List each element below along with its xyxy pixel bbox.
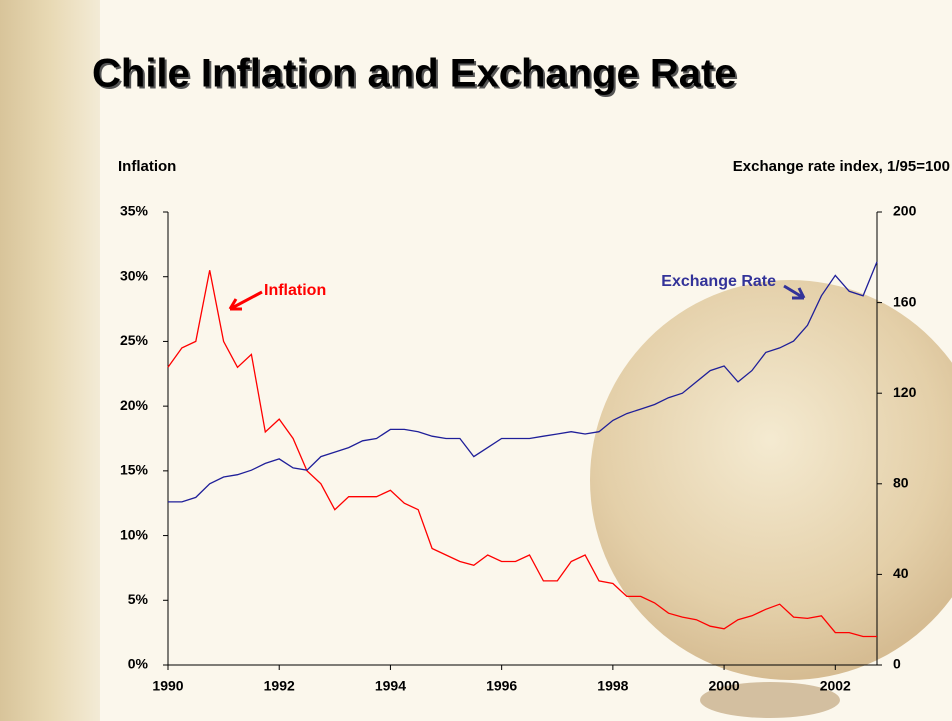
chart-title: Chile Inflation and Exchange Rate	[92, 52, 737, 96]
x-tick-label: 1998	[597, 678, 628, 694]
x-tick-label: 1990	[152, 678, 183, 694]
title-shadow: Chile Inflation and Exchange Rate	[94, 54, 739, 98]
y2-tick-label: 80	[893, 475, 909, 491]
series-line	[168, 261, 878, 503]
y2-tick-label: 40	[893, 565, 909, 581]
y-tick-label: 20%	[120, 397, 149, 413]
y-tick-label: 10%	[120, 526, 149, 542]
y2-tick-label: 160	[893, 293, 917, 309]
x-tick-label: 1994	[375, 678, 406, 694]
x-tick-label: 1992	[264, 678, 295, 694]
y2-tick-label: 120	[893, 384, 917, 400]
y-tick-label: 15%	[120, 462, 149, 478]
x-tick-label: 1996	[486, 678, 517, 694]
y-tick-label: 5%	[128, 591, 149, 607]
inflation-annotation: Inflation	[264, 282, 326, 299]
y-tick-label: 35%	[120, 203, 149, 219]
y2-tick-label: 0	[893, 656, 901, 672]
exchange-annotation: Exchange Rate	[661, 273, 776, 290]
series-line	[167, 270, 877, 638]
y-tick-label: 0%	[128, 656, 149, 672]
inflation-arrow	[228, 290, 263, 311]
y-tick-label: 30%	[120, 267, 149, 283]
side-strip	[0, 0, 100, 721]
y2-axis-label: Exchange rate index, 1/95=100	[733, 158, 950, 175]
globe-decoration	[590, 280, 952, 680]
exchange-arrow	[783, 284, 806, 300]
y2-tick-label: 200	[893, 203, 917, 219]
globe-stand	[700, 682, 840, 718]
y-tick-label: 25%	[120, 332, 149, 348]
y-axis-label: Inflation	[118, 158, 176, 175]
x-tick-label: 2000	[709, 678, 740, 694]
x-tick-label: 2002	[820, 678, 851, 694]
